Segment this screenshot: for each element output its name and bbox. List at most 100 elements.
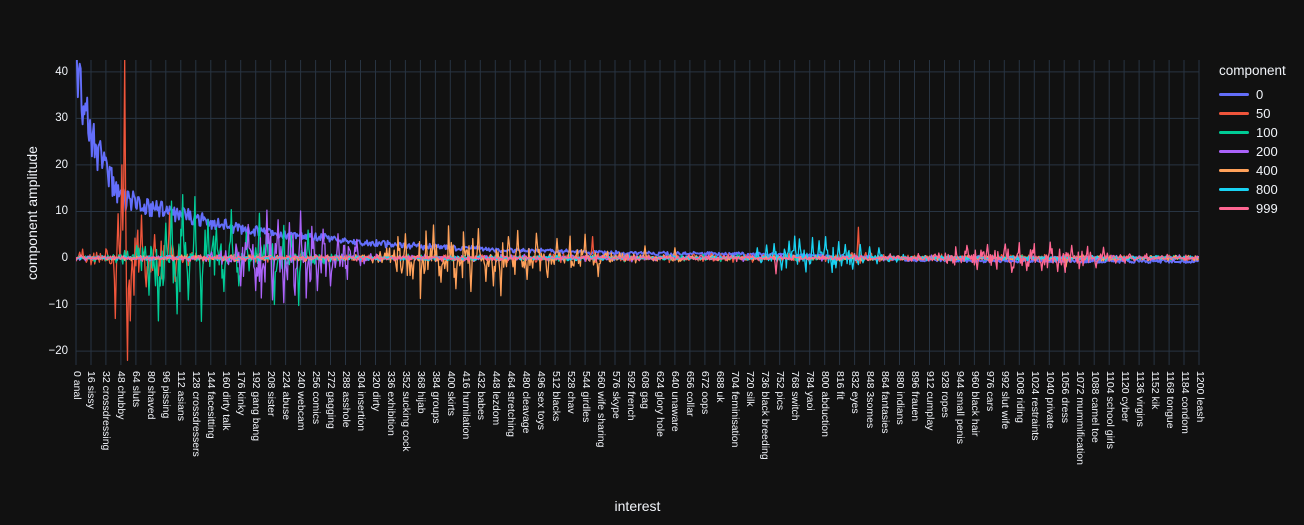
x-tick-label: 1104 school girls <box>1103 371 1116 450</box>
legend-entry-400[interactable]: 400 <box>1219 161 1286 180</box>
x-tick-label: 1024 restraints <box>1028 371 1041 441</box>
legend-entry-label: 50 <box>1256 106 1271 121</box>
legend-entry-50[interactable]: 50 <box>1219 104 1286 123</box>
series-line-0[interactable] <box>76 60 1199 264</box>
x-tick-label: 32 crossdressing <box>100 371 113 451</box>
x-tick-label: 400 skirts <box>444 371 457 416</box>
legend-line-swatch <box>1219 207 1249 210</box>
x-tick-label: 16 sissy <box>85 371 98 409</box>
y-tick-label: 10 <box>55 205 68 218</box>
x-tick-label: 592 french <box>624 371 637 421</box>
series-line-999[interactable] <box>76 241 1199 275</box>
x-tick-label: 640 unaware <box>669 371 682 432</box>
x-tick-label: 160 dirty talk <box>220 371 233 431</box>
x-tick-label: 688 uk <box>714 371 727 403</box>
y-tick-label: 40 <box>55 65 68 78</box>
x-tick-label: 176 kinky <box>235 371 248 416</box>
y-tick-label: 0 <box>61 252 68 264</box>
legend-entry-label: 0 <box>1256 87 1264 102</box>
x-tick-label: 272 gagging <box>325 371 338 429</box>
legend-entry-label: 200 <box>1256 144 1278 159</box>
x-tick-label: 320 dirty <box>369 371 382 412</box>
y-axis-title: component amplitude <box>24 146 40 280</box>
legend-entry-800[interactable]: 800 <box>1219 180 1286 199</box>
x-tick-label: 496 sex toys <box>534 371 547 430</box>
y-tick-label: −10 <box>48 298 68 311</box>
x-tick-label: 848 3somes <box>864 371 877 429</box>
x-tick-label: 656 collar <box>684 371 697 417</box>
x-tick-label: 960 black hair <box>968 371 981 437</box>
legend-entry-label: 999 <box>1256 201 1278 216</box>
x-tick-label: 1120 cyber <box>1118 371 1131 423</box>
legend-entry-200[interactable]: 200 <box>1219 142 1286 161</box>
x-tick-label: 304 insertion <box>354 371 367 432</box>
series-line-400[interactable] <box>76 224 1199 300</box>
x-tick-label: 576 skype <box>609 371 622 419</box>
x-tick-label: 1152 kik <box>1148 371 1161 410</box>
x-tick-label: 48 chubby <box>115 371 128 420</box>
x-tick-label: 80 shaved <box>145 371 158 420</box>
x-tick-label: 800 abduction <box>819 371 832 437</box>
legend-entry-label: 400 <box>1256 163 1278 178</box>
x-tick-label: 736 black breeding <box>759 371 772 460</box>
x-tick-label: 816 fit <box>834 371 847 400</box>
x-tick-label: 128 crossdressers <box>190 371 203 457</box>
x-tick-label: 288 asshole <box>340 371 353 428</box>
x-tick-label: 1168 tongue <box>1163 371 1176 429</box>
x-tick-label: 752 pics <box>774 371 787 411</box>
x-tick-label: 432 babes <box>474 371 487 421</box>
legend-entry-999[interactable]: 999 <box>1219 199 1286 218</box>
x-tick-label: 720 silk <box>744 371 757 407</box>
x-tick-label: 1088 camel toe <box>1088 371 1101 443</box>
x-tick-label: 784 yaoi <box>804 371 817 411</box>
x-tick-label: 608 gag <box>639 371 652 409</box>
x-tick-label: 544 girdles <box>579 371 592 423</box>
series-line-50[interactable] <box>76 60 1199 362</box>
x-tick-label: 704 feminisation <box>729 371 742 448</box>
legend-line-swatch <box>1219 93 1249 96</box>
x-tick-label: 1040 private <box>1043 371 1056 429</box>
legend-line-swatch <box>1219 131 1249 134</box>
x-tick-label: 1072 mummification <box>1073 371 1086 465</box>
y-tick-label: 30 <box>55 112 68 125</box>
x-tick-label: 64 sluts <box>130 371 143 408</box>
x-tick-label: 896 frauen <box>909 371 921 422</box>
x-tick-label: 352 sucking cock <box>399 371 412 452</box>
x-tick-label: 416 humilation <box>459 371 472 440</box>
x-tick-label: 192 gang bang <box>250 371 263 442</box>
x-tick-label: 1056 dress <box>1058 371 1071 423</box>
legend-entry-100[interactable]: 100 <box>1219 123 1286 142</box>
x-tick-label: 96 pissing <box>160 371 173 419</box>
x-axis-title: interest <box>614 498 661 514</box>
x-tick-label: 528 chav <box>564 371 577 414</box>
legend-line-swatch <box>1219 150 1249 153</box>
x-tick-label: 512 blacks <box>549 371 562 422</box>
x-tick-label: 208 sister <box>265 371 278 417</box>
x-tick-label: 672 oops <box>699 371 712 415</box>
x-tick-label: 864 fantasies <box>879 371 892 434</box>
x-tick-label: 144 facesitting <box>205 371 218 439</box>
legend-items: 0 50 100 200 400 800 999 <box>1219 85 1286 218</box>
x-tick-label: 224 abuse <box>280 371 293 421</box>
x-tick-label: 464 stretching <box>504 371 517 437</box>
y-tick-label: −20 <box>48 345 68 358</box>
x-tick-label: 0 anal <box>70 371 83 400</box>
x-tick-label: 1136 virgins <box>1133 371 1146 427</box>
x-tick-label: 1008 riding <box>1013 371 1026 423</box>
legend-entry-label: 100 <box>1256 125 1278 140</box>
y-tick-label: 20 <box>55 158 68 171</box>
x-tick-label: 880 indians <box>894 371 907 425</box>
legend-line-swatch <box>1219 188 1249 191</box>
x-tick-label: 1200 leash <box>1193 371 1206 423</box>
x-tick-label: 480 cleavage <box>519 371 532 434</box>
x-tick-label: 944 small penis <box>953 371 966 444</box>
x-tick-label: 240 webcam <box>295 371 308 431</box>
x-tick-label: 448 lezdom <box>489 371 502 426</box>
x-tick-label: 624 glory hole <box>654 371 667 437</box>
legend-title: component <box>1219 63 1286 78</box>
x-tick-label: 912 cumplay <box>923 371 936 431</box>
legend-entry-0[interactable]: 0 <box>1219 85 1286 104</box>
x-tick-label: 336 exhibition <box>384 371 397 436</box>
x-tick-label: 928 ropes <box>938 371 951 418</box>
